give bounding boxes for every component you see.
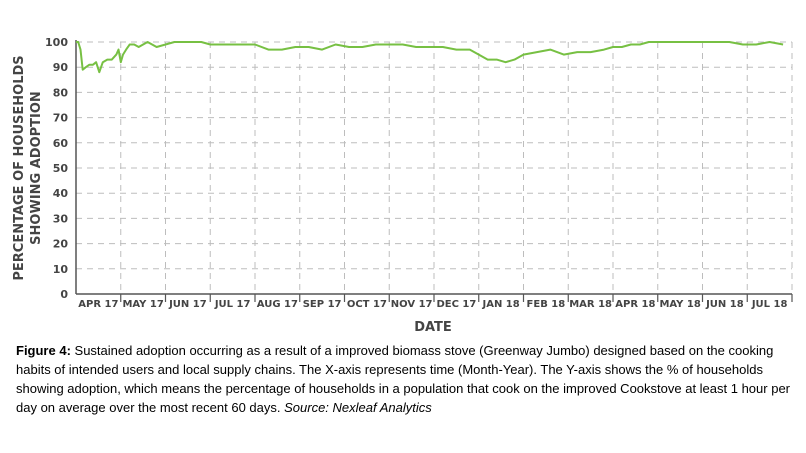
y-axis-title-line1: PERCENTAGE OF HOUSEHOLDS [12, 55, 27, 280]
caption-text: Sustained adoption occurring as a result… [16, 343, 791, 415]
x-tick-label: JAN 18 [482, 299, 520, 310]
x-tick-label: FEB 18 [527, 299, 566, 310]
x-tick-label: OCT 17 [347, 299, 387, 310]
x-tick-label: APR 18 [615, 299, 655, 310]
series-layer [76, 41, 784, 74]
y-tick-label: 70 [53, 112, 69, 125]
x-tick-label: MAY 17 [122, 299, 163, 310]
caption-label: Figure 4: [16, 343, 71, 358]
x-axis-title: DATE [414, 320, 452, 335]
adoption-series-line [76, 41, 784, 74]
x-tick-label: MAY 18 [659, 299, 700, 310]
x-tick-label: DEC 17 [436, 299, 476, 310]
x-tick-label: JUN 18 [705, 299, 744, 310]
y-axis-title-line2: SHOWING ADOPTION [29, 91, 44, 245]
x-tick-label: NOV 17 [391, 299, 433, 310]
y-tick-label: 80 [53, 86, 69, 99]
y-tick-label: 30 [53, 212, 69, 225]
y-tick-label: 50 [53, 162, 69, 175]
x-tick-label: SEP 17 [303, 299, 342, 310]
x-tick-label: APR 17 [78, 299, 118, 310]
y-tick-label: 40 [53, 187, 69, 200]
y-tick-label: 100 [45, 36, 68, 49]
caption-source: Source: Nexleaf Analytics [284, 400, 432, 415]
x-tick-label: JUN 17 [168, 299, 207, 310]
x-tick-label: JUL 18 [751, 299, 788, 310]
x-tick-labels: APR 17 MAY 17 JUN 17 JUL 17 AUG 17 SEP 17 OCT … [78, 299, 787, 310]
y-tick-label: 0 [60, 288, 68, 301]
y-tick-label: 10 [53, 263, 69, 276]
y-axis-title: PERCENTAGE OF HOUSEHOLDS SHOWING ADOPTIO… [12, 55, 44, 280]
figure-caption: Figure 4: Sustained adoption occurring a… [16, 341, 796, 417]
axes [75, 40, 793, 302]
x-tick-label: JUL 17 [214, 299, 251, 310]
x-tick-label: MAR 18 [569, 299, 612, 310]
y-tick-labels: 0 10 20 30 40 50 60 70 80 90 100 [45, 36, 68, 301]
x-tick-label: AUG 17 [257, 299, 298, 310]
adoption-line-chart: 0 10 20 30 40 50 60 70 80 90 100 APR 17 MAY 17 JUN 1… [12, 36, 793, 335]
y-tick-label: 90 [53, 61, 69, 74]
y-tick-label: 60 [53, 137, 69, 150]
grid-lines [76, 41, 793, 294]
y-tick-label: 20 [53, 238, 69, 251]
